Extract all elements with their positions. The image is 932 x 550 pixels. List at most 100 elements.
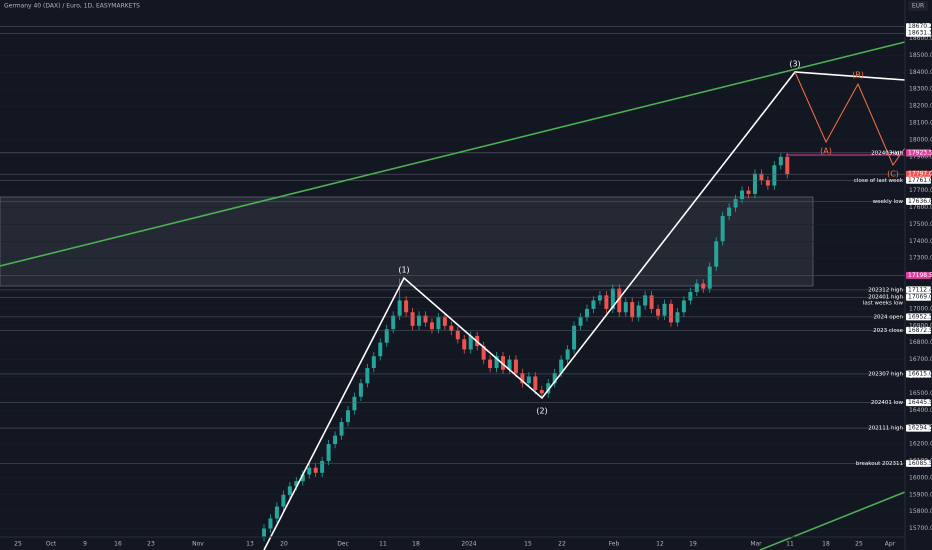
y-tick-label: 15900.0 <box>909 491 932 498</box>
x-tick-label: 20 <box>280 541 288 548</box>
candle-body <box>378 342 383 357</box>
candle-body <box>352 396 357 411</box>
y-tick-label: 15700.0 <box>909 525 932 532</box>
trend-line <box>0 41 906 267</box>
y-tick-label: 15800.0 <box>909 508 932 515</box>
price-tag <box>906 286 931 294</box>
price-tag-label: 16085.5 <box>908 460 932 467</box>
candle-body <box>326 444 331 461</box>
level-label: breakout 202311 <box>856 461 903 467</box>
candle-body <box>733 199 738 208</box>
candle-body <box>481 346 486 360</box>
x-tick-label: 11 <box>786 541 794 548</box>
y-tick-label: 16500.0 <box>909 390 932 397</box>
y-tick-label: 17000.0 <box>909 305 932 312</box>
currency[interactable]: EUR <box>912 3 924 10</box>
y-tick-label: 17400.0 <box>909 238 932 245</box>
candle-body <box>307 467 312 475</box>
x-tick-label: 9 <box>83 541 87 548</box>
price-tag <box>906 170 931 178</box>
price-tag <box>906 293 931 301</box>
candle-body <box>591 300 596 309</box>
price-tag <box>906 176 931 184</box>
candle-body <box>365 368 370 384</box>
y-tick-label: 16200.0 <box>909 441 932 448</box>
y-tick-label: 17900.0 <box>909 153 932 160</box>
price-tag <box>906 399 931 407</box>
level-label: 202111 high <box>868 426 903 432</box>
candle-body <box>526 376 531 384</box>
candle-body <box>610 288 615 309</box>
price-tag-label: 18631.3 <box>908 30 932 37</box>
candle-body <box>397 300 402 316</box>
candle-body <box>604 295 609 309</box>
x-tick-label: Apr <box>885 541 896 548</box>
candle-body <box>300 474 305 482</box>
candle-body <box>572 325 577 350</box>
candle-body <box>410 312 415 326</box>
candle-body <box>714 241 719 267</box>
x-tick-label: 25 <box>14 541 22 548</box>
wave-label: (1) <box>398 266 409 275</box>
candle-body <box>262 528 266 537</box>
wave-label: (A) <box>820 147 832 156</box>
chart-title: Germany 40 (DAX) / Euro, 1D, EASYMARKETS <box>4 3 140 10</box>
candle-body <box>707 266 712 289</box>
y-tick-label: 18300.0 <box>909 86 932 93</box>
candle-body <box>701 283 706 289</box>
x-tick-label: Feb <box>609 541 620 548</box>
candle-body <box>404 300 409 313</box>
candle-body <box>778 156 783 166</box>
level-label: weekly low <box>873 199 904 205</box>
candle-body <box>643 295 648 306</box>
y-tick-label: 18500.0 <box>909 52 932 59</box>
candle-body <box>371 356 376 369</box>
price-tag-label: 16294.5 <box>908 425 932 432</box>
price-tag-label: 17923.5 <box>908 149 932 156</box>
candle-body <box>384 329 389 343</box>
x-tick-label: 22 <box>558 541 566 548</box>
price-tag <box>906 271 931 279</box>
level-label: close of last week <box>854 178 904 184</box>
candle-body <box>765 180 770 186</box>
wave-label: (C) <box>887 170 899 179</box>
candle-body <box>727 207 732 216</box>
candle-body <box>662 303 667 316</box>
candle-body <box>449 325 454 331</box>
x-tick-label: Dec <box>337 541 349 548</box>
x-tick-label: 18 <box>412 541 420 548</box>
candle-body <box>623 302 628 313</box>
candle-body <box>539 389 544 394</box>
candle-body <box>333 435 338 445</box>
price-tag <box>906 459 931 467</box>
candle-body <box>785 156 790 175</box>
candle-body <box>752 173 757 194</box>
candle-body <box>423 315 428 323</box>
currency-box[interactable] <box>908 1 928 11</box>
y-tick-label: 18100.0 <box>909 120 932 127</box>
trend-line <box>759 491 906 550</box>
x-tick-label: Oct <box>46 541 57 548</box>
x-tick-label: Nov <box>192 541 204 548</box>
candle-body <box>429 322 434 330</box>
y-tick-label: 16700.0 <box>909 356 932 363</box>
candle-body <box>313 467 318 473</box>
x-tick-label: 23 <box>147 541 155 548</box>
candle-body <box>436 317 441 330</box>
wave-label: (B) <box>852 71 864 80</box>
x-tick-label: 19 <box>689 541 697 548</box>
level-label: 202307 high <box>868 371 903 377</box>
candle-body <box>468 335 473 350</box>
candle-body <box>720 215 725 242</box>
y-tick-label: 18000.0 <box>909 136 932 143</box>
candle-body <box>507 359 512 370</box>
candle-body <box>759 173 764 181</box>
x-tick-label: 15 <box>524 541 532 548</box>
candle-body <box>442 317 447 326</box>
x-tick-label: 18 <box>822 541 830 548</box>
y-tick-label: 16000.0 <box>909 474 932 481</box>
candle-body <box>533 376 538 390</box>
candle-body <box>649 295 654 309</box>
candle-body <box>552 373 557 384</box>
y-tick-label: 17700.0 <box>909 187 932 194</box>
